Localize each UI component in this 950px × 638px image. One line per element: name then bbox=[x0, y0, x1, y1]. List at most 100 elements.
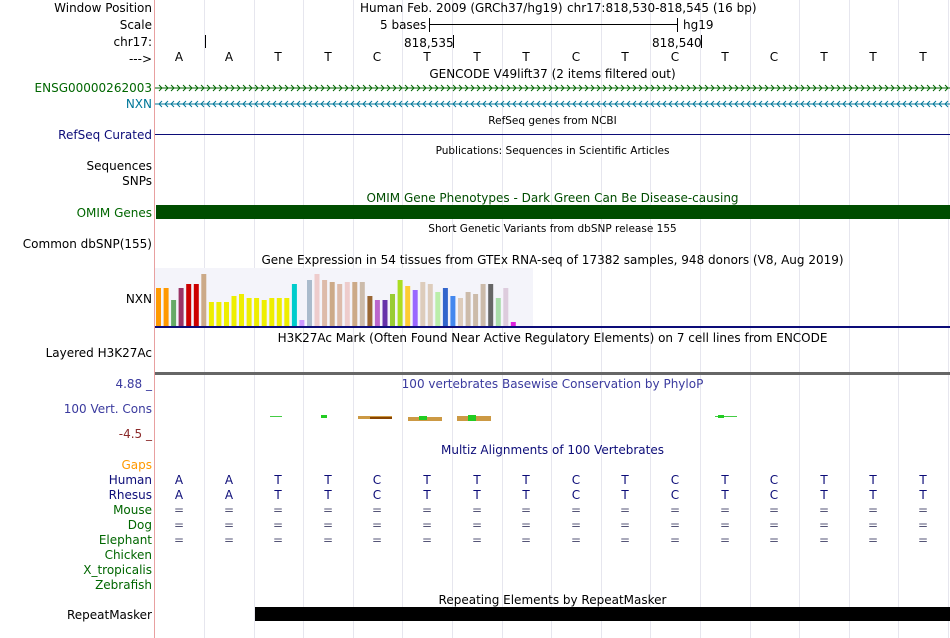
strand-chevron bbox=[698, 84, 703, 92]
alignment-match: = bbox=[867, 503, 879, 517]
refseq-gene-line[interactable] bbox=[155, 134, 950, 135]
gene-track-nxn[interactable] bbox=[155, 98, 950, 110]
species-label[interactable]: Mouse bbox=[113, 503, 152, 517]
gene-track-ensg[interactable] bbox=[155, 82, 950, 94]
alignment-match: = bbox=[768, 503, 780, 517]
species-label[interactable]: Chicken bbox=[104, 548, 152, 562]
strand-chevron bbox=[326, 100, 331, 108]
gtex-label[interactable]: NXN bbox=[125, 292, 152, 306]
strand-chevron bbox=[494, 100, 499, 108]
strand-chevron bbox=[314, 100, 319, 108]
strand-chevron bbox=[752, 100, 757, 108]
strand-chevron bbox=[446, 84, 451, 92]
omim-gene-bar[interactable] bbox=[156, 205, 950, 219]
alignment-match: = bbox=[173, 533, 185, 547]
phylop-label[interactable]: 100 Vert. Cons bbox=[63, 402, 152, 416]
strand-chevron bbox=[554, 84, 559, 92]
strand-chevron bbox=[524, 100, 529, 108]
strand-chevron bbox=[728, 100, 733, 108]
species-label[interactable]: Zebrafish bbox=[95, 578, 152, 592]
alignment-base: T bbox=[820, 473, 828, 487]
species-label[interactable]: Rhesus bbox=[108, 488, 152, 502]
strand-chevron bbox=[488, 84, 493, 92]
alignment-match: = bbox=[917, 503, 929, 517]
strand-chevron bbox=[572, 100, 577, 108]
strand-chevron bbox=[374, 100, 379, 108]
alignment-base: T bbox=[919, 473, 927, 487]
alignment-match: = bbox=[867, 518, 879, 532]
strand-chevron bbox=[518, 100, 523, 108]
phylop-signal[interactable] bbox=[155, 410, 950, 426]
snps-label[interactable]: SNPs bbox=[122, 174, 152, 188]
alignment-match: = bbox=[768, 518, 780, 532]
strand-chevron bbox=[356, 84, 361, 92]
h3k27-signal-bar[interactable] bbox=[155, 372, 950, 375]
gridline bbox=[650, 0, 651, 638]
pubs-label[interactable]: Sequences bbox=[86, 159, 152, 173]
species-label[interactable]: Elephant bbox=[98, 533, 152, 547]
dbsnp-label[interactable]: Common dbSNP(155) bbox=[22, 237, 152, 251]
species-label[interactable]: X_tropicalis bbox=[83, 563, 152, 577]
strand-chevron bbox=[452, 100, 457, 108]
gridline bbox=[948, 0, 949, 638]
strand-chevron bbox=[734, 100, 739, 108]
species-label[interactable]: Dog bbox=[127, 518, 152, 532]
strand-chevron bbox=[920, 100, 925, 108]
strand-chevron bbox=[482, 100, 487, 108]
gtex-tissue-bar bbox=[329, 282, 335, 326]
strand-chevron bbox=[914, 100, 919, 108]
gtex-bar-chart[interactable] bbox=[155, 268, 950, 328]
h3k27-label[interactable]: Layered H3K27Ac bbox=[45, 346, 152, 360]
alignment-base: C bbox=[372, 473, 382, 487]
ruler-tick bbox=[205, 35, 206, 48]
omim-label[interactable]: OMIM Genes bbox=[76, 206, 152, 220]
repeat-label[interactable]: RepeatMasker bbox=[66, 608, 152, 622]
strand-chevron bbox=[920, 84, 925, 92]
strand-chevron bbox=[470, 100, 475, 108]
strand-chevron bbox=[458, 100, 463, 108]
alignment-match: = bbox=[322, 503, 334, 517]
scale-bar-right-tick bbox=[677, 18, 678, 32]
strand-chevron bbox=[332, 100, 337, 108]
strand-chevron bbox=[824, 100, 829, 108]
alignment-match: = bbox=[818, 503, 830, 517]
species-label[interactable]: Gaps bbox=[121, 458, 152, 472]
gtex-tissue-bar bbox=[239, 294, 244, 326]
strand-chevron bbox=[590, 84, 595, 92]
gtex-tissue-bar bbox=[314, 274, 320, 326]
strand-chevron bbox=[812, 84, 817, 92]
strand-chevron bbox=[218, 100, 223, 108]
repeat-element-bar[interactable] bbox=[255, 607, 950, 621]
refseq-label[interactable]: RefSeq Curated bbox=[58, 128, 152, 142]
strand-chevron bbox=[350, 100, 355, 108]
strand-chevron bbox=[878, 100, 883, 108]
strand-chevron bbox=[848, 100, 853, 108]
alignment-base: C bbox=[571, 473, 581, 487]
phylop-title: 100 vertebrates Basewise Conservation by… bbox=[401, 377, 704, 391]
strand-chevron bbox=[302, 100, 307, 108]
gtex-tissue-bar bbox=[224, 302, 229, 326]
strand-chevron bbox=[620, 84, 625, 92]
gtex-tissue-bar bbox=[171, 300, 177, 326]
gene-label-ensg[interactable]: ENSG00000262003 bbox=[34, 81, 152, 95]
strand-chevron bbox=[854, 100, 859, 108]
gtex-tissue-bar bbox=[216, 302, 222, 326]
gene-label-nxn[interactable]: NXN bbox=[125, 97, 152, 111]
strand-chevron bbox=[788, 100, 793, 108]
gtex-tissue-bar bbox=[156, 288, 161, 326]
strand-chevron bbox=[218, 84, 223, 92]
strand-chevron bbox=[758, 100, 763, 108]
species-label[interactable]: Human bbox=[108, 473, 152, 487]
strand-chevron bbox=[236, 100, 241, 108]
strand-chevron bbox=[236, 84, 241, 92]
alignment-base: T bbox=[869, 473, 877, 487]
strand-chevron bbox=[458, 84, 463, 92]
strand-chevron bbox=[416, 84, 421, 92]
alignment-base: T bbox=[423, 473, 431, 487]
strand-chevron bbox=[392, 100, 397, 108]
strand-chevron bbox=[248, 84, 253, 92]
strand-chevron bbox=[368, 84, 373, 92]
strand-chevron bbox=[764, 84, 769, 92]
gtex-tissue-bar bbox=[435, 292, 441, 326]
alignment-match: = bbox=[471, 503, 483, 517]
